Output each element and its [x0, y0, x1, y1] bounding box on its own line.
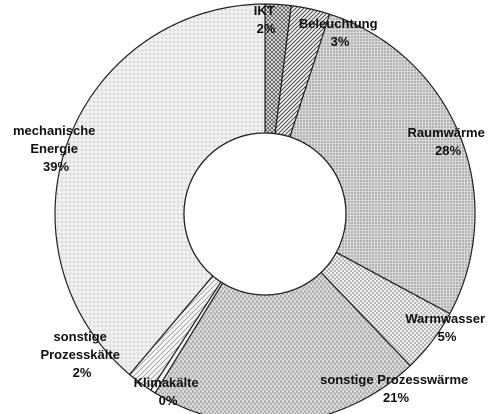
label-sonstige-prozesskaelte: sonstige Prozesskälte 2%	[40, 329, 123, 380]
data-labels: IKT 2% Beleuchtung 3% Raumwärme 28% Warm…	[13, 3, 489, 408]
label-warmwasser: Warmwasser 5%	[405, 311, 488, 344]
label-beleuchtung: Beleuchtung 3%	[299, 16, 381, 49]
donut-hole	[183, 132, 347, 296]
label-mechanische-energie: mechanische Energie 39%	[13, 123, 99, 174]
label-raumwaerme: Raumwärme 28%	[408, 125, 489, 158]
label-klimakaelte: Klimakälte 0%	[134, 375, 203, 408]
label-sonstige-prozesswaerme: sonstige Prozesswärme 21%	[320, 372, 472, 405]
slices	[54, 3, 476, 414]
label-ikt: IKT 2%	[254, 3, 279, 36]
